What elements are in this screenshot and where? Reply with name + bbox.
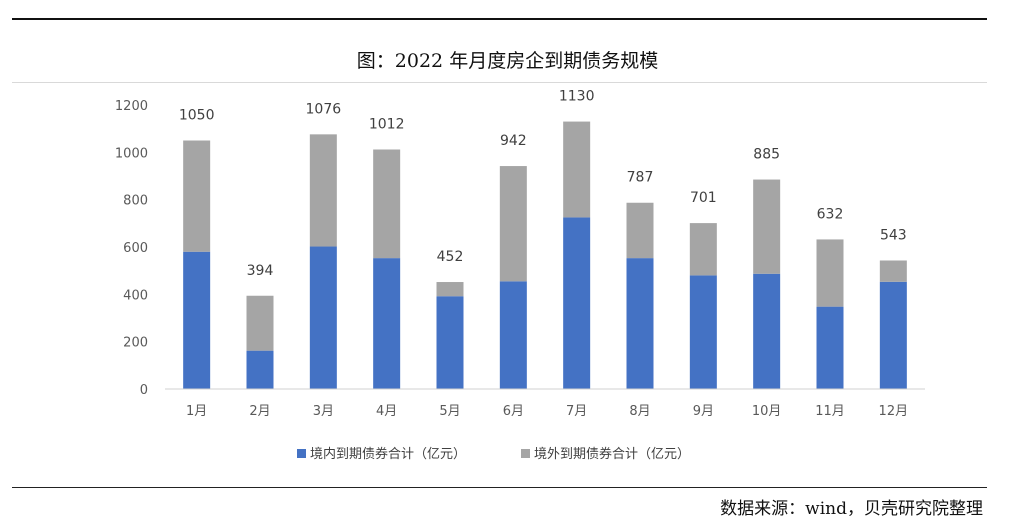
data-label-total: 787 — [627, 170, 654, 186]
bar-segment-overseas — [753, 179, 781, 274]
bar-segment-domestic — [753, 273, 781, 389]
legend-label-overseas: 境外到期债券合计（亿元） — [534, 446, 690, 462]
bar-segment-domestic — [563, 217, 591, 389]
bar-segment-domestic — [183, 251, 211, 389]
bar-segment-domestic — [816, 306, 844, 389]
x-tick-label: 6月 — [503, 404, 524, 419]
bar-segment-domestic — [499, 281, 527, 389]
bar-segment-overseas — [689, 223, 717, 276]
x-tick-label: 4月 — [376, 404, 397, 419]
bar-segment-overseas — [246, 295, 274, 351]
x-tick-label: 11月 — [815, 404, 845, 419]
x-tick-label: 12月 — [879, 404, 909, 419]
bar-segment-overseas — [626, 202, 654, 259]
top-rule — [12, 18, 987, 20]
y-tick-label: 1200 — [115, 99, 148, 114]
legend-swatch-domestic — [297, 449, 306, 458]
data-label-total: 632 — [817, 206, 844, 222]
data-label-total: 885 — [753, 147, 780, 163]
bar-segment-overseas — [183, 140, 211, 252]
data-label-total: 1130 — [559, 89, 595, 105]
bar-segment-overseas — [879, 260, 907, 282]
x-tick-label: 7月 — [566, 404, 587, 419]
data-label-total: 942 — [500, 133, 527, 149]
data-label-total: 1050 — [179, 108, 215, 124]
bar-segment-domestic — [879, 281, 907, 389]
legend-swatch-overseas — [521, 449, 530, 458]
data-label-total: 394 — [247, 263, 274, 279]
x-tick-label: 5月 — [439, 404, 460, 419]
data-label-total: 1012 — [369, 116, 405, 132]
x-tick-label: 9月 — [693, 404, 714, 419]
x-tick-label: 1月 — [186, 404, 207, 419]
y-tick-label: 1000 — [115, 146, 148, 161]
bar-segment-overseas — [563, 121, 591, 218]
bar-segment-overseas — [499, 166, 527, 282]
bar-segment-overseas — [309, 134, 337, 247]
bar-segment-overseas — [436, 282, 464, 297]
x-tick-label: 8月 — [629, 404, 650, 419]
chart-title: 图：2022 年月度房企到期债务规模 — [356, 50, 659, 72]
y-tick-label: 0 — [140, 383, 148, 398]
source-note: 数据来源：wind，贝壳研究院整理 — [720, 499, 983, 519]
bar-segment-domestic — [309, 246, 337, 389]
bar-segment-overseas — [373, 149, 401, 259]
data-label-total: 1076 — [306, 101, 342, 117]
y-tick-label: 400 — [123, 288, 148, 303]
bar-segment-domestic — [246, 350, 274, 389]
title-divider — [12, 82, 987, 83]
y-tick-label: 600 — [123, 241, 148, 256]
bar-segment-domestic — [373, 258, 401, 389]
y-tick-label: 200 — [123, 336, 148, 351]
y-tick-label: 800 — [123, 194, 148, 209]
bottom-rule — [12, 487, 987, 488]
bar-segment-domestic — [436, 296, 464, 389]
x-tick-label: 2月 — [249, 404, 270, 419]
x-tick-label: 10月 — [752, 404, 782, 419]
data-label-total: 452 — [437, 249, 464, 265]
bar-segment-domestic — [626, 258, 654, 389]
legend-label-domestic: 境内到期债券合计（亿元） — [310, 446, 466, 462]
x-tick-label: 3月 — [313, 404, 334, 419]
data-label-total: 543 — [880, 227, 907, 243]
bar-segment-domestic — [689, 275, 717, 389]
data-label-total: 701 — [690, 190, 717, 206]
bar-segment-overseas — [816, 239, 844, 307]
